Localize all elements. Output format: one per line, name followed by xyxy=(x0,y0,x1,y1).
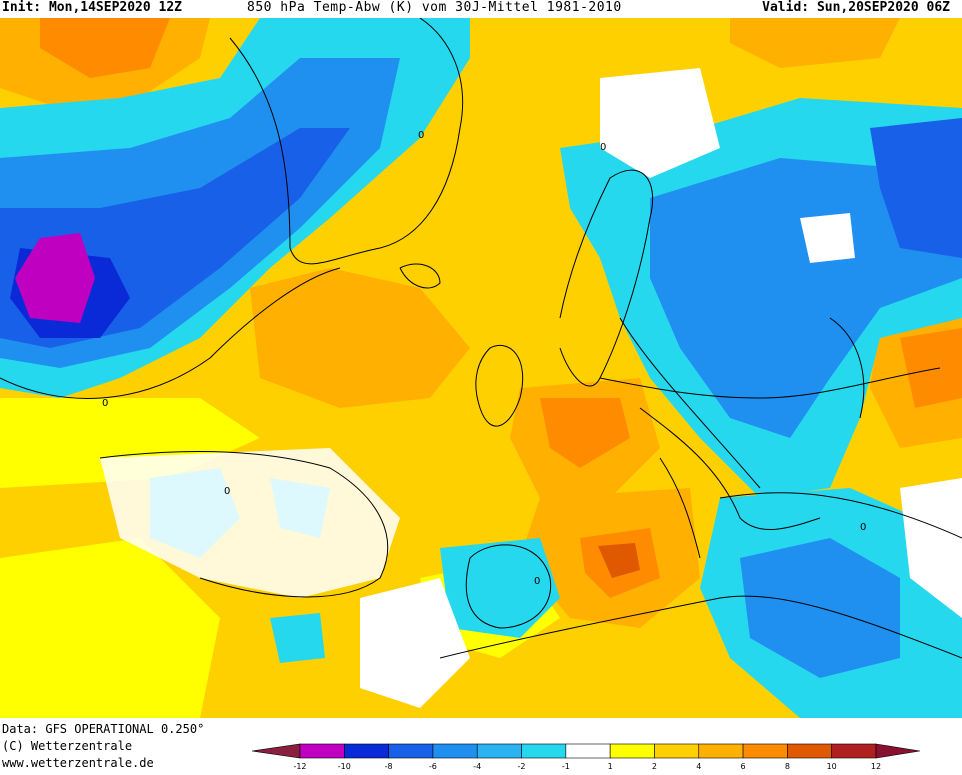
neutral-anomaly-patch xyxy=(900,478,962,618)
contour-label: 0 xyxy=(418,130,424,141)
north-africa-coast xyxy=(439,595,962,659)
valid-time-label: Valid: Sun,20SEP2020 06Z xyxy=(762,0,950,15)
colorbar-swatch xyxy=(654,743,700,759)
colorbar-tick-label: -12 xyxy=(293,762,306,771)
warm-anomaly-core xyxy=(540,398,630,468)
contour-line xyxy=(719,492,962,539)
cold-anomaly-atlantic xyxy=(270,613,325,663)
colorbar-tick-label: -8 xyxy=(385,762,393,771)
cold-anomaly-peak xyxy=(15,233,95,323)
colorbar-swatch xyxy=(299,743,345,759)
colorbar-tick-label: -4 xyxy=(473,762,481,771)
colorbar-swatch xyxy=(521,743,567,759)
colorbar-tick-label: -10 xyxy=(338,762,351,771)
colorbar-tick-labels: -12 -10 -8 -6 -4 -2 -1 1 2 4 6 8 10 12 xyxy=(293,762,881,771)
british-isles-coast xyxy=(475,345,524,427)
colorbar-tick-label: 4 xyxy=(696,762,701,771)
zero-contour-lines xyxy=(0,267,962,598)
contour-line xyxy=(99,450,389,598)
colorbar-tick-label: -1 xyxy=(562,762,570,771)
colorbar-swatch xyxy=(476,743,522,759)
iceland-coast xyxy=(399,263,441,289)
colorbar-swatch xyxy=(787,743,832,759)
europe-borders xyxy=(599,367,941,399)
italy-coast xyxy=(659,457,701,559)
colorbar-tick-label: 2 xyxy=(652,762,657,771)
copyright-label: (C) Wetterzentrale xyxy=(2,739,133,753)
colorbar-tick-label: -6 xyxy=(429,762,437,771)
colorbar-swatch xyxy=(388,743,434,759)
contour-line xyxy=(0,267,341,399)
europe-borders xyxy=(829,317,865,419)
colorbar-swatch xyxy=(831,743,877,759)
cold-anomaly-iberia xyxy=(440,538,560,638)
colorbar-swatch xyxy=(252,743,301,759)
iberia-coast xyxy=(465,544,552,629)
warm-anomaly-core xyxy=(40,18,170,78)
colorbar-tick-label: 1 xyxy=(608,762,613,771)
init-time-label: Init: Mon,14SEP2020 12Z xyxy=(2,0,183,15)
data-source-label: Data: GFS OPERATIONAL 0.250° xyxy=(2,722,205,736)
colorbar-swatch xyxy=(698,743,744,759)
warm-anomaly-atlantic xyxy=(250,268,470,408)
map-footer: Data: GFS OPERATIONAL 0.250° (C) Wetterz… xyxy=(0,718,962,775)
colorbar-swatch xyxy=(742,743,788,759)
colorbar-swatch xyxy=(565,743,611,759)
map-title: 850 hPa Temp-Abw (K) vom 30J-Mittel 1981… xyxy=(247,0,622,15)
colorbar-tick-label: -2 xyxy=(518,762,526,771)
map-header: Init: Mon,14SEP2020 12Z 850 hPa Temp-Abw… xyxy=(0,0,962,18)
scandinavia-coast xyxy=(559,169,654,387)
contour-label: 0 xyxy=(224,486,230,497)
contour-label: 0 xyxy=(102,398,108,409)
warm-anomaly-core xyxy=(900,328,962,408)
colorbar-tick-label: 6 xyxy=(741,762,746,771)
contour-label-group: 0 0 0 0 0 0 xyxy=(102,130,866,587)
colorbar-tick-label: 10 xyxy=(827,762,837,771)
neutral-anomaly-patch xyxy=(360,578,470,708)
warm-anomaly-peak xyxy=(598,543,640,578)
contour-line xyxy=(619,317,761,489)
greenland-coast xyxy=(229,18,464,265)
colorbar-swatch xyxy=(432,743,478,759)
neutral-anomaly-patch xyxy=(100,448,400,598)
colorbar-swatch xyxy=(609,743,655,759)
cold-anomaly-russia xyxy=(650,158,962,438)
anomaly-band-light xyxy=(0,538,220,718)
europe-borders xyxy=(639,407,821,531)
colorbar-legend: -12 -10 -8 -6 -4 -2 -1 1 2 4 6 8 10 12 xyxy=(252,743,921,771)
website-label: www.wetterzentrale.de xyxy=(2,756,154,770)
warm-anomaly-arctic xyxy=(730,18,900,68)
contour-label: 0 xyxy=(534,576,540,587)
neutral-anomaly-patch xyxy=(800,213,855,263)
colorbar-tick-label: 8 xyxy=(785,762,790,771)
coastlines xyxy=(229,18,962,659)
colorbar-swatches xyxy=(252,743,921,759)
contour-label: 0 xyxy=(600,142,606,153)
cold-anomaly-core xyxy=(870,118,962,258)
contour-label: 0 xyxy=(860,522,866,533)
neutral-anomaly-patch xyxy=(600,68,720,178)
colorbar-swatch xyxy=(344,743,389,759)
colorbar-swatch xyxy=(875,743,921,759)
colorbar-tick-label: 12 xyxy=(871,762,881,771)
temperature-anomaly-map: 0 0 0 0 0 0 xyxy=(0,18,962,718)
